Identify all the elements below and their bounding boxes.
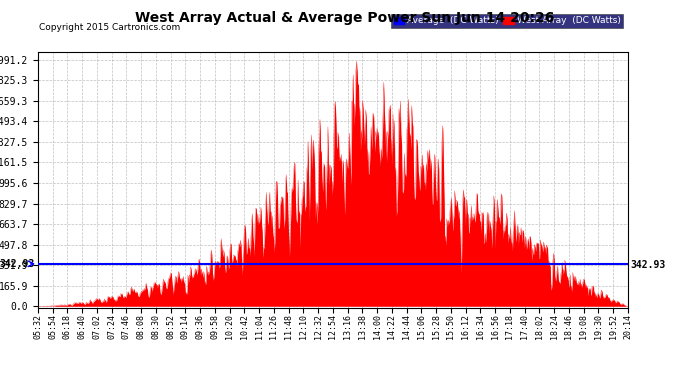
Text: Copyright 2015 Cartronics.com: Copyright 2015 Cartronics.com <box>39 22 181 32</box>
Text: 342.93: 342.93 <box>0 259 35 269</box>
Legend: Average  (DC Watts), West Array  (DC Watts): Average (DC Watts), West Array (DC Watts… <box>391 13 623 28</box>
Text: West Array Actual & Average Power Sun Jun 14 20:26: West Array Actual & Average Power Sun Ju… <box>135 11 555 25</box>
